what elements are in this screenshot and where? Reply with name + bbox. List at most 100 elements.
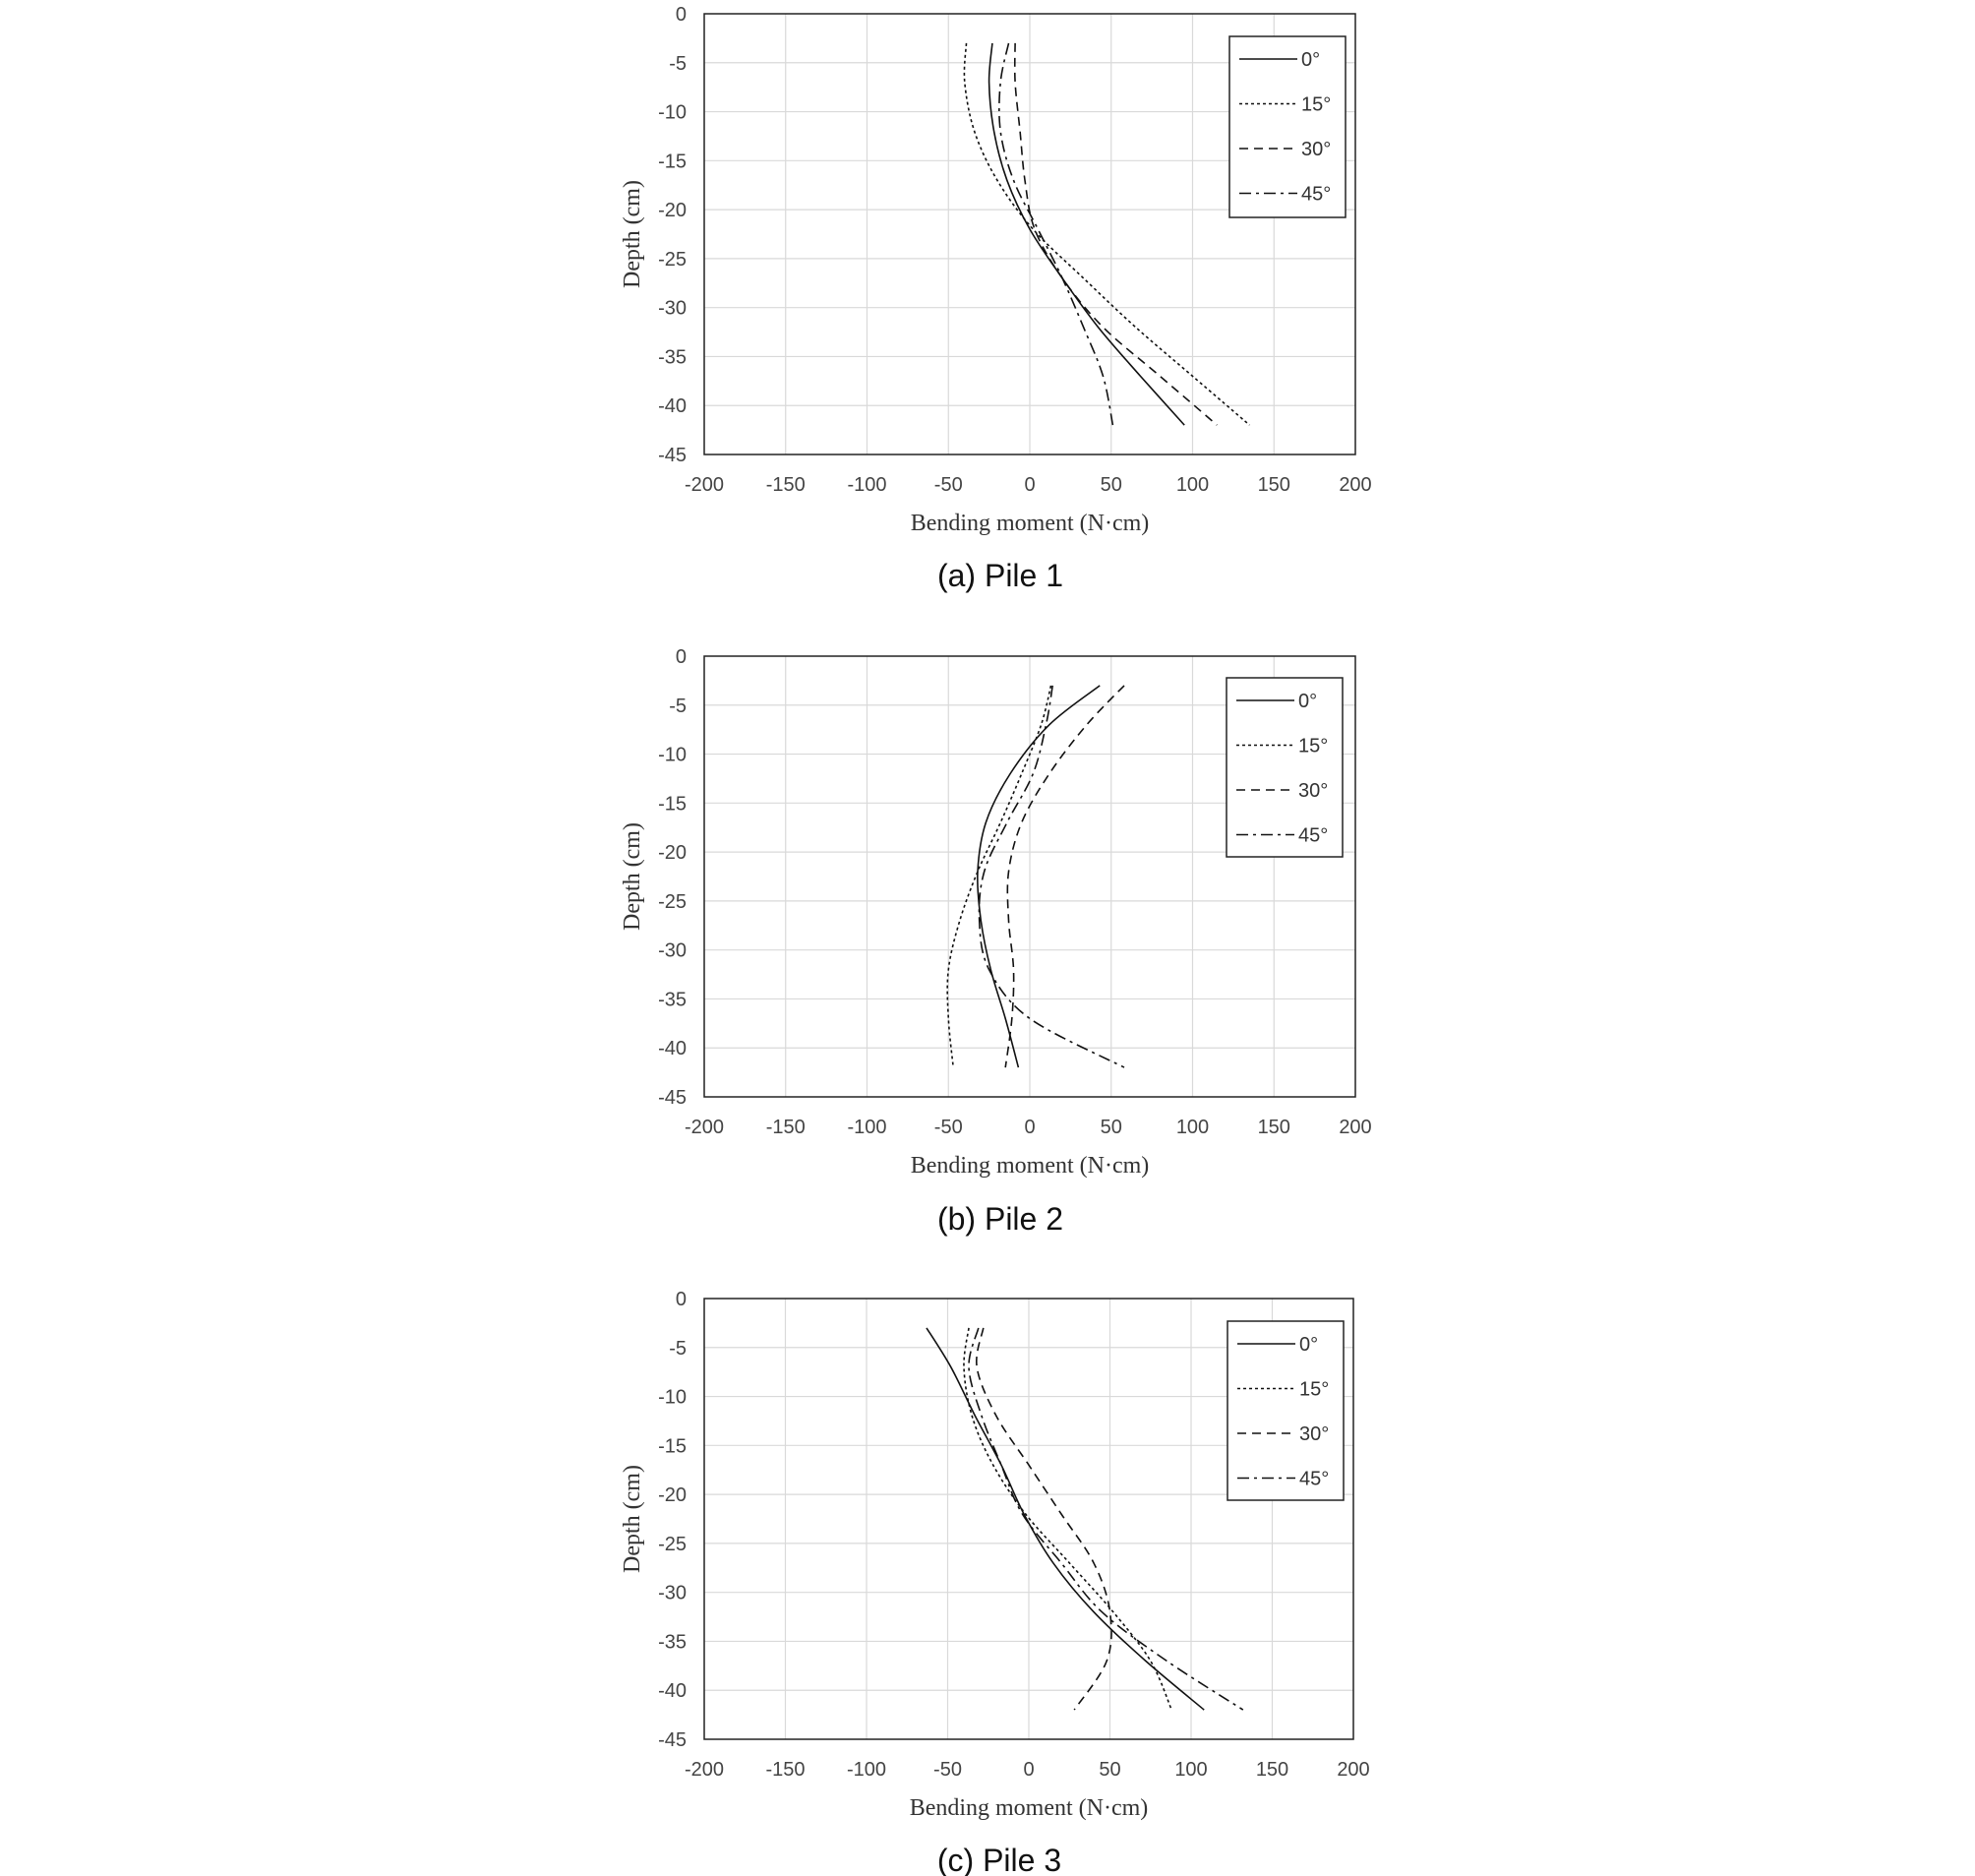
y-tick-label: -25 <box>658 891 687 913</box>
y-tick-label: -35 <box>658 1631 687 1653</box>
x-tick-label: -150 <box>766 1117 806 1138</box>
y-tick-label: -25 <box>658 1534 687 1555</box>
y-tick-label: 0 <box>676 1289 687 1310</box>
y-tick-label: -45 <box>658 445 687 466</box>
x-tick-label: 150 <box>1256 1759 1288 1781</box>
x-tick-label: -150 <box>766 474 806 496</box>
panel-caption: (a) Pile 1 <box>937 558 1063 593</box>
series-line-2 <box>946 685 1052 1068</box>
x-tick-label: -50 <box>933 1759 962 1781</box>
x-axis-label: Bending moment (N·cm) <box>910 1795 1149 1821</box>
x-tick-label: 200 <box>1339 474 1371 496</box>
legend-label: 15° <box>1301 94 1331 116</box>
series-line-4 <box>968 1327 1244 1711</box>
panel-caption: (b) Pile 2 <box>937 1201 1063 1237</box>
x-tick-label: -50 <box>934 474 963 496</box>
legend-label: 45° <box>1298 825 1328 847</box>
legend-label: 15° <box>1299 1379 1329 1401</box>
legend <box>1226 677 1344 858</box>
y-tick-label: -30 <box>658 298 687 320</box>
series-line-1 <box>977 685 1101 1068</box>
series-line-1 <box>926 1327 1205 1711</box>
x-tick-label: 0 <box>1024 1117 1035 1138</box>
x-tick-label: 100 <box>1176 1117 1209 1138</box>
y-tick-label: -15 <box>658 151 687 172</box>
series-line-3 <box>1013 42 1218 426</box>
y-tick-label: -20 <box>658 842 687 864</box>
x-tick-label: 150 <box>1258 474 1290 496</box>
legend-label: 0° <box>1301 49 1320 71</box>
x-tick-label: 150 <box>1258 1117 1290 1138</box>
panel-caption: (c) Pile 3 <box>937 1843 1061 1876</box>
y-tick-label: -45 <box>658 1729 687 1751</box>
series-line-4 <box>978 685 1125 1068</box>
y-tick-label: -5 <box>669 696 687 717</box>
y-tick-label: -15 <box>658 793 687 815</box>
y-tick-label: -5 <box>669 53 687 75</box>
plot-area <box>703 1298 1354 1740</box>
y-tick-label: -30 <box>658 1583 687 1604</box>
x-tick-label: 0 <box>1024 474 1035 496</box>
x-tick-label: -100 <box>847 1117 886 1138</box>
x-tick-label: 100 <box>1174 1759 1207 1781</box>
x-tick-label: 0 <box>1023 1759 1034 1781</box>
legend-label: 45° <box>1299 1469 1329 1490</box>
y-tick-label: 0 <box>676 4 687 26</box>
y-tick-label: -30 <box>658 940 687 962</box>
y-tick-label: -35 <box>658 989 687 1010</box>
y-axis-label: Depth (cm) <box>620 1465 645 1573</box>
x-tick-label: -50 <box>934 1117 963 1138</box>
legend-label: 15° <box>1298 736 1328 757</box>
x-tick-label: 50 <box>1101 1117 1122 1138</box>
x-tick-label: -150 <box>765 1759 805 1781</box>
chart-panel-3: -200 -150 -100 -50 0 50 100 150 200 0 -5 -10 -15 -20 -… <box>620 1289 1370 1876</box>
legend <box>1228 35 1347 218</box>
x-tick-label: -200 <box>685 474 724 496</box>
series-line-3 <box>1004 685 1125 1068</box>
chart-panel-2: -200 -150 -100 -50 0 50 100 150 200 0 -5 -10 -15 -20 -… <box>620 646 1372 1237</box>
y-tick-label: -25 <box>658 249 687 271</box>
series-line-3 <box>976 1327 1112 1711</box>
y-axis-label: Depth (cm) <box>620 180 645 288</box>
x-axis-label: Bending moment (N·cm) <box>911 511 1150 536</box>
y-tick-label: -40 <box>658 1680 687 1702</box>
legend <box>1227 1320 1345 1501</box>
legend-label: 0° <box>1298 691 1317 712</box>
x-tick-label: 200 <box>1337 1759 1369 1781</box>
x-tick-label: -100 <box>847 474 886 496</box>
series-line-1 <box>988 42 1185 426</box>
x-tick-label: 50 <box>1101 474 1122 496</box>
y-axis-label: Depth (cm) <box>620 822 645 931</box>
plot-area <box>703 13 1356 455</box>
y-tick-label: -10 <box>658 745 687 766</box>
y-tick-label: -5 <box>669 1338 687 1360</box>
x-tick-label: -200 <box>685 1117 724 1138</box>
series-line-4 <box>998 42 1114 426</box>
x-tick-label: 100 <box>1176 474 1209 496</box>
x-tick-label: -200 <box>685 1759 724 1781</box>
legend-label: 30° <box>1298 780 1328 802</box>
legend-label: 45° <box>1301 184 1331 206</box>
x-axis-label: Bending moment (N·cm) <box>911 1153 1150 1179</box>
legend-label: 30° <box>1301 139 1331 160</box>
y-tick-label: -10 <box>658 1387 687 1409</box>
series-line-2 <box>963 1327 1172 1711</box>
x-tick-label: 200 <box>1339 1117 1371 1138</box>
y-tick-label: -35 <box>658 346 687 368</box>
y-tick-label: -15 <box>658 1435 687 1457</box>
legend-label: 0° <box>1299 1334 1318 1356</box>
y-tick-label: -40 <box>658 395 687 417</box>
y-tick-label: -45 <box>658 1087 687 1109</box>
y-tick-label: -40 <box>658 1038 687 1059</box>
y-tick-label: -10 <box>658 102 687 124</box>
x-tick-label: 50 <box>1099 1759 1120 1781</box>
y-tick-label: -20 <box>658 200 687 221</box>
y-tick-label: -20 <box>658 1484 687 1506</box>
plot-area <box>703 655 1356 1098</box>
series-line-2 <box>963 42 1250 426</box>
legend-label: 30° <box>1299 1423 1329 1445</box>
y-tick-label: 0 <box>676 646 687 668</box>
chart-panel-1: -200 -150 -100 -50 0 50 100 150 200 0 -5 -10 -15 -20 -… <box>620 4 1372 593</box>
x-tick-label: -100 <box>847 1759 886 1781</box>
